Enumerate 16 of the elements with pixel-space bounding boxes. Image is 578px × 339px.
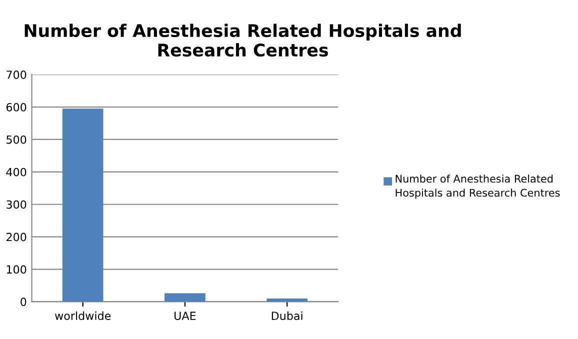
y-tick-label: 400 bbox=[6, 168, 26, 176]
y-tick-label: 200 bbox=[6, 232, 26, 242]
y-tick-label: 100 bbox=[6, 265, 26, 274]
x-tick-label: worldwide bbox=[54, 311, 111, 320]
bar bbox=[266, 298, 308, 302]
bar bbox=[164, 293, 206, 302]
y-tick-label: 300 bbox=[6, 200, 26, 209]
y-tick-label: 0 bbox=[20, 298, 26, 306]
x-tick-label: UAE bbox=[174, 312, 196, 320]
legend-label: Number of Anesthesia Related Hospitals and Research Centres bbox=[396, 174, 560, 199]
y-tick-label: 700 bbox=[6, 70, 26, 79]
chart-title: Number of Anesthesia Related Hospitals and Research Centres bbox=[24, 24, 461, 57]
bar bbox=[62, 108, 104, 302]
y-tick-label: 500 bbox=[6, 135, 26, 144]
y-tick-label: 600 bbox=[6, 103, 26, 112]
x-tick-label: Dubai bbox=[272, 311, 302, 320]
